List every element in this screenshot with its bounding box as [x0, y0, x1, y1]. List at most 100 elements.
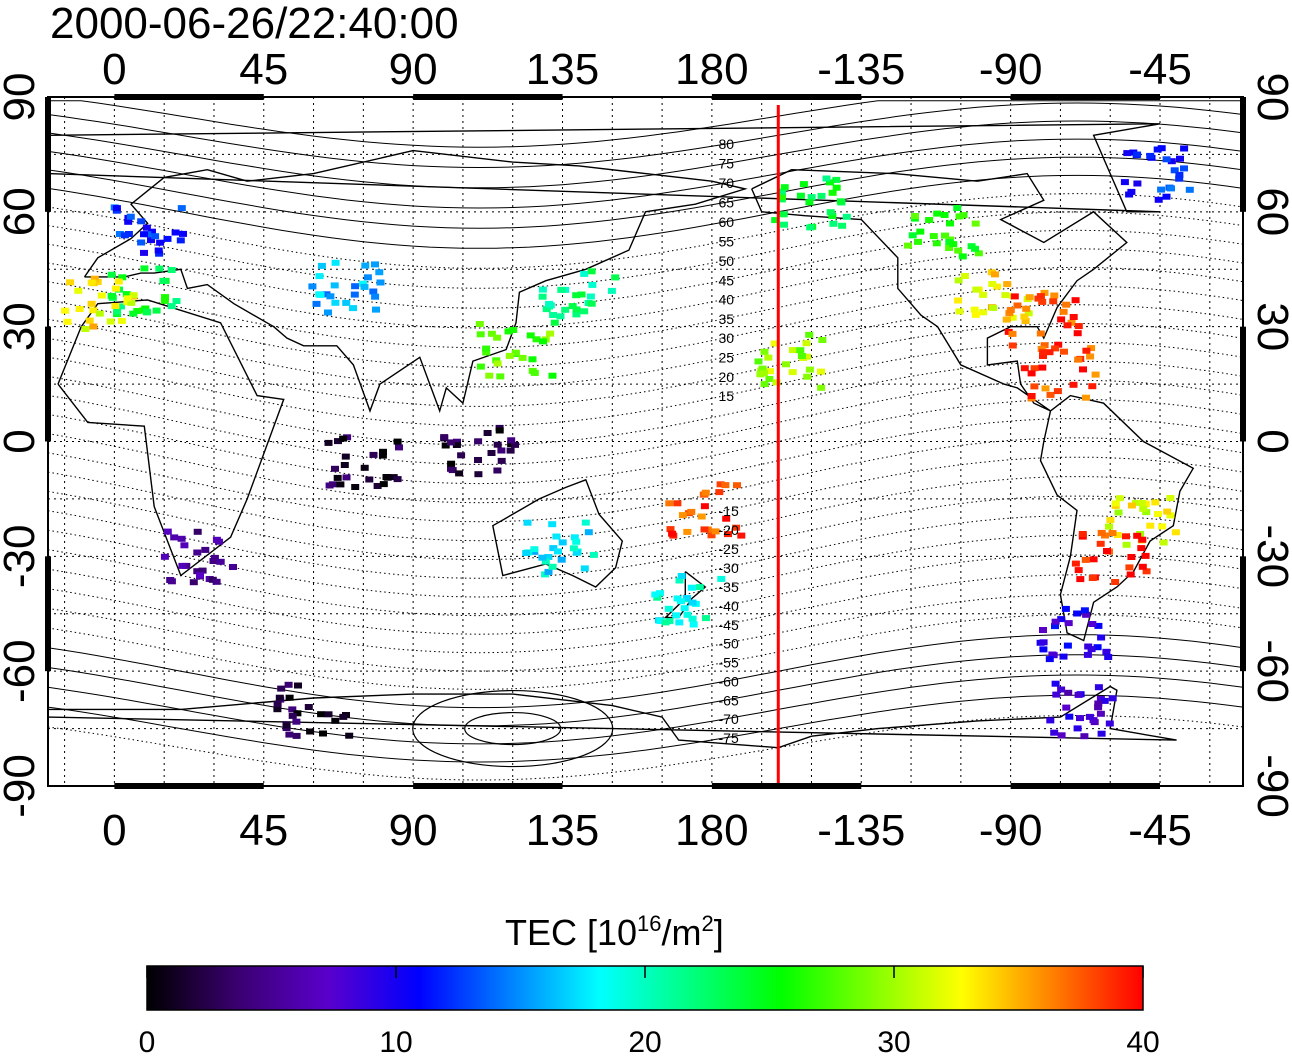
tec-cell	[324, 439, 333, 446]
tec-cell	[988, 281, 997, 287]
tec-cell	[925, 217, 934, 223]
tec-cell	[1157, 186, 1166, 193]
tec-cell	[97, 292, 106, 299]
tec-cell	[1006, 307, 1015, 313]
tec-cell	[277, 685, 286, 692]
tec-cell	[378, 452, 387, 459]
right-latitude-label: 60	[1248, 187, 1292, 236]
tec-cell	[584, 529, 593, 536]
tec-cell	[365, 476, 374, 483]
tec-cell	[1142, 509, 1151, 516]
magnetic-latitude-label: 50	[719, 253, 735, 269]
tec-cell	[1080, 733, 1089, 740]
tec-cell	[664, 605, 673, 612]
tec-cell	[1064, 620, 1073, 627]
tec-cell	[717, 575, 726, 582]
tec-cell	[805, 331, 814, 338]
tec-cell	[1036, 330, 1045, 337]
tec-cell	[308, 283, 317, 290]
tec-cell	[651, 591, 660, 598]
tec-cell	[572, 538, 581, 545]
top-longitude-label: 180	[675, 45, 748, 94]
tec-cell	[147, 237, 155, 244]
tec-cell	[661, 619, 670, 626]
tec-cell	[1052, 691, 1061, 698]
tec-cell	[342, 299, 351, 306]
tec-cell	[361, 262, 370, 269]
magnetic-latitude-label: 70	[719, 175, 735, 191]
tec-cell	[949, 241, 958, 248]
tec-cell	[292, 732, 301, 739]
tec-cell	[1063, 642, 1072, 649]
tec-cell	[107, 292, 116, 299]
tec-cell	[1074, 356, 1083, 363]
tec-cell	[780, 221, 788, 228]
tec-cell	[288, 712, 297, 719]
tec-cell	[117, 303, 125, 310]
tec-cell	[474, 438, 483, 445]
tec-cell	[822, 175, 831, 182]
frame-tick-bar	[413, 94, 563, 100]
tec-cell	[87, 279, 96, 286]
tec-cell	[293, 710, 302, 717]
tec-cell	[1074, 567, 1083, 574]
tec-cell	[1073, 725, 1082, 732]
tec-cell	[1087, 345, 1096, 352]
tec-cell	[797, 353, 806, 359]
tec-cell	[828, 189, 837, 196]
tec-cell	[1039, 646, 1048, 653]
tec-cell	[683, 528, 692, 535]
tec-cell	[95, 310, 104, 317]
tec-cell	[1080, 607, 1089, 614]
magnetic-latitude-line	[48, 102, 1243, 169]
tec-cell	[825, 179, 834, 186]
tec-cell	[587, 268, 596, 275]
tec-cell	[1049, 652, 1058, 659]
tec-cell	[127, 299, 136, 306]
tec-cell	[1185, 186, 1194, 193]
tec-cell	[611, 274, 620, 281]
tec-cell	[666, 526, 675, 533]
tec-cell	[1060, 348, 1068, 355]
tec-cell	[324, 309, 332, 316]
right-latitude-label: 90	[1248, 73, 1292, 122]
left-latitude-label: 0	[0, 429, 44, 453]
magnetic-latitude-line	[48, 360, 1243, 446]
magnetic-latitude-line	[48, 120, 1243, 189]
magnetic-latitude-line	[48, 456, 1243, 542]
tec-cell	[802, 340, 811, 347]
tec-cell	[929, 233, 938, 240]
tec-cell	[292, 718, 301, 725]
tec-cell	[306, 728, 315, 735]
tec-cell	[474, 457, 482, 463]
tec-cell	[1175, 175, 1184, 182]
magnetic-latitude-line	[48, 100, 1243, 148]
tec-cell	[1039, 639, 1048, 646]
tec-cell	[351, 484, 360, 490]
tec-cell	[688, 615, 697, 622]
tec-cell	[141, 305, 150, 312]
tec-cell	[107, 271, 116, 278]
tec-cell	[359, 280, 368, 287]
left-latitude-label: 60	[0, 187, 44, 236]
tec-cell	[441, 442, 450, 449]
tec-cell	[1051, 618, 1060, 625]
tec-cell	[1180, 145, 1189, 152]
tec-cell	[538, 293, 547, 300]
tec-cell	[1085, 713, 1094, 720]
tec-cell	[518, 354, 527, 361]
bottom-longitude-label: 0	[102, 806, 126, 855]
coastline-path	[48, 123, 1161, 213]
tec-cell	[688, 599, 697, 606]
tec-cell	[1082, 394, 1090, 401]
tec-cell	[946, 220, 954, 227]
magnetic-latitude-label: 40	[719, 292, 735, 308]
coastlines	[48, 123, 1195, 749]
tec-cell	[1045, 656, 1054, 663]
tec-cell	[1069, 314, 1078, 320]
coastline-path	[57, 299, 285, 577]
magnetic-latitude-line	[48, 714, 1243, 781]
magnetic-latitude-label: 35	[719, 311, 735, 327]
tec-cell	[777, 188, 786, 195]
tec-cell	[760, 348, 769, 355]
